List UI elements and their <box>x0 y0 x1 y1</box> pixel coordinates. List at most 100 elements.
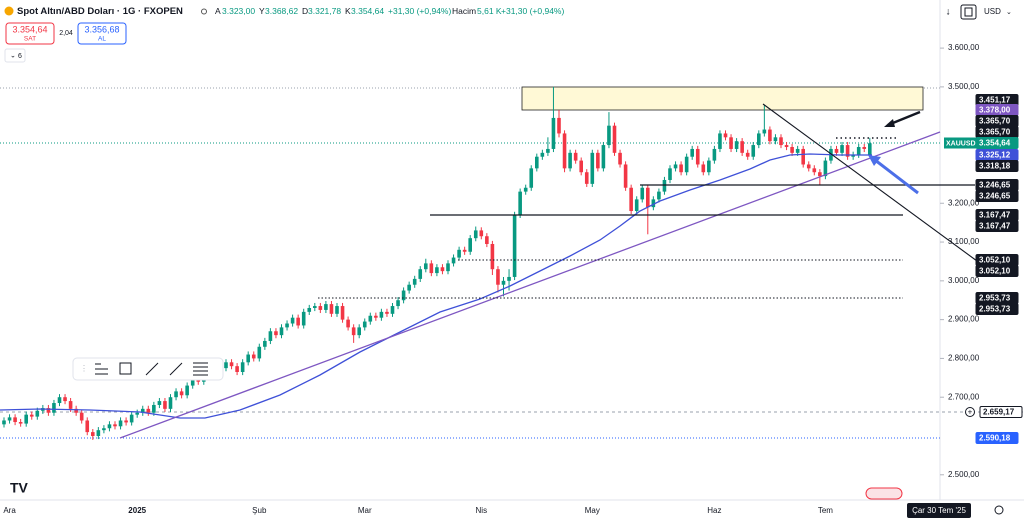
price-tags: 3.451,173.378,00 3.365,70 3.365,70 3.354,64… <box>944 94 1023 444</box>
candle-body <box>757 133 761 146</box>
candle-body <box>57 397 62 404</box>
candle-body <box>557 117 561 134</box>
price-tag: 3.378,00 <box>979 106 1011 115</box>
tool-icon[interactable] <box>145 362 159 376</box>
candle-body <box>618 152 622 165</box>
candle-body <box>374 315 378 318</box>
sell-price: 3.354,64 <box>12 24 47 34</box>
candle-body <box>35 410 40 417</box>
candle-body <box>246 354 250 363</box>
scroll-icon[interactable]: ↓ <box>946 7 951 18</box>
candle-body <box>107 424 112 429</box>
volume: 5,61 K <box>477 6 502 16</box>
price-tag: 3.325,12 <box>979 151 1011 160</box>
candle-body <box>679 164 683 173</box>
candle-body <box>351 327 356 336</box>
x-tick-label: Haz <box>707 506 721 515</box>
indicator-toggle[interactable] <box>4 48 26 63</box>
candle-body <box>152 404 156 413</box>
candle-body <box>496 269 500 285</box>
buy-button[interactable] <box>77 22 127 45</box>
candle-body <box>307 307 312 312</box>
candle-body <box>7 417 12 421</box>
candle-body <box>396 300 400 307</box>
ohlc-value: 3.354,64 <box>351 6 384 16</box>
volume-key: Hacim <box>452 6 476 16</box>
y-tick-label: 2.500,00 <box>948 470 980 479</box>
candle-body <box>546 148 550 153</box>
candle-body <box>451 257 456 264</box>
candle-body <box>612 125 617 153</box>
x-tick-label: Nis <box>476 506 488 515</box>
tool-icon[interactable] <box>95 363 108 375</box>
candle-body <box>834 148 839 153</box>
ohlc-key: Y <box>259 6 265 16</box>
candle-body <box>257 346 262 359</box>
candle-body <box>568 152 572 169</box>
candle-body <box>840 145 844 153</box>
candle-body <box>723 133 728 138</box>
arrow-head <box>868 155 881 166</box>
candle-body <box>607 125 611 146</box>
toolbar <box>72 357 224 381</box>
candle-body <box>584 172 589 184</box>
x-tick-label: Mar <box>358 506 372 515</box>
price-tag: 2.590,18 <box>979 434 1011 443</box>
events-icon[interactable] <box>865 487 903 500</box>
candle-body <box>274 331 278 336</box>
candle-body <box>424 263 428 270</box>
candle-body <box>734 141 739 149</box>
candle-body <box>146 408 151 413</box>
tool-icon[interactable] <box>193 362 208 376</box>
candle-body <box>379 311 384 318</box>
candle-body <box>418 269 423 279</box>
candle-body <box>779 137 783 146</box>
candle-body <box>823 160 828 177</box>
price-tag-box <box>975 432 1019 444</box>
settings-icon[interactable] <box>994 505 1004 515</box>
time-axis: Ara 2025 Şub Mar Nis May Haz Tem <box>3 506 833 515</box>
candle-body <box>651 199 656 208</box>
candle-body <box>845 145 850 157</box>
candle-body <box>285 323 289 328</box>
candles <box>2 86 872 440</box>
eye-icon[interactable] <box>201 8 207 15</box>
price-tag-box <box>975 190 1019 202</box>
candle-body <box>190 379 195 386</box>
candle-body <box>91 432 95 436</box>
candle-body <box>79 412 84 421</box>
candle-body <box>795 148 800 153</box>
add-alert[interactable] <box>965 407 975 417</box>
candle-body <box>629 187 633 212</box>
chevron: ⌄ <box>10 52 16 59</box>
candle-body <box>329 304 334 314</box>
candle-body <box>157 401 162 405</box>
candle-body <box>790 147 794 153</box>
candle-body <box>579 160 583 173</box>
candle-body <box>85 420 90 433</box>
drag-handle[interactable]: ⋮ <box>80 364 88 373</box>
cursor-date-box <box>907 503 971 518</box>
candle-body <box>490 243 495 270</box>
tool-icon[interactable] <box>119 362 132 375</box>
candle-body <box>229 362 234 367</box>
candle-body <box>440 267 445 272</box>
layout-button[interactable] <box>960 4 977 20</box>
change: +31,30 (+0,94%) <box>388 6 451 16</box>
logo: TV <box>10 480 29 496</box>
resistance-box <box>521 86 924 111</box>
x-tick-label: Şub <box>252 506 267 515</box>
candle-body <box>313 306 317 308</box>
candle-body <box>335 306 339 314</box>
x-tick-label: Tem <box>818 506 833 515</box>
candle-body <box>357 327 361 336</box>
tool-icon[interactable] <box>169 362 183 376</box>
x-tick-label: Ara <box>3 506 16 515</box>
candle-body <box>224 362 228 369</box>
candle-body <box>512 214 517 277</box>
sell-button[interactable] <box>5 22 55 45</box>
currency[interactable]: USD <box>984 7 1001 16</box>
candle-body <box>174 391 178 398</box>
candle-body <box>46 408 51 413</box>
arrow-head <box>884 119 895 127</box>
